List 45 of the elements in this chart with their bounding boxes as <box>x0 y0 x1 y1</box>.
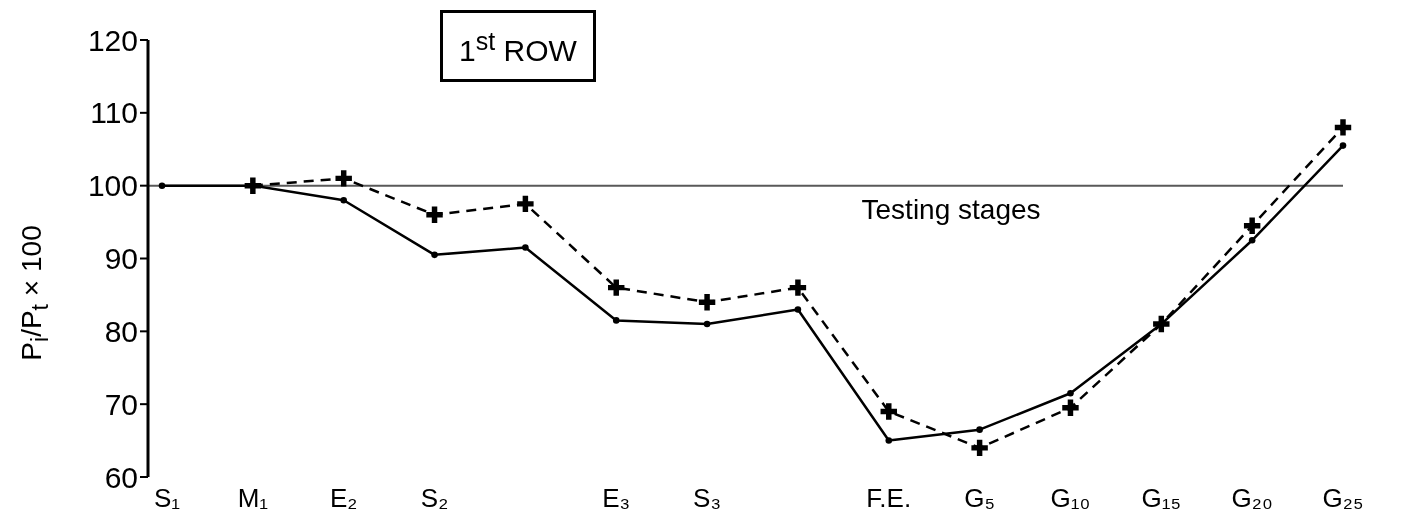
x-tick-label: G₂₅ <box>1322 483 1364 513</box>
point <box>1339 142 1347 149</box>
point <box>1248 237 1256 244</box>
point <box>340 196 347 204</box>
point <box>794 306 802 313</box>
y-tick-label: 100 <box>87 169 138 203</box>
x-tick-label: E₃ <box>602 483 631 513</box>
point <box>1334 119 1352 136</box>
y-tick-label: 90 <box>104 242 138 276</box>
point <box>158 182 166 189</box>
x-tick-label: S₃ <box>693 483 722 513</box>
point <box>522 244 529 251</box>
x-tick-label: G₁₀ <box>1050 483 1091 513</box>
x-axis-title: Testing stages <box>861 193 1041 226</box>
y-tick-label: 110 <box>90 96 138 130</box>
x-tick-label: G₁₅ <box>1141 483 1182 513</box>
point <box>1067 389 1074 397</box>
point <box>698 293 716 311</box>
x-tick-label: G₂₀ <box>1231 483 1273 513</box>
y-tick-label: 80 <box>104 314 138 348</box>
x-tick-label: F.E. <box>866 483 912 513</box>
point <box>703 320 711 328</box>
point <box>885 437 893 444</box>
point <box>612 317 620 324</box>
point <box>880 403 897 420</box>
point <box>426 206 443 224</box>
y-tick-label: 60 <box>104 460 138 494</box>
x-tick-label: G₅ <box>964 483 995 513</box>
point <box>971 439 988 457</box>
point <box>1243 217 1261 234</box>
point <box>976 426 983 433</box>
y-tick-label: 70 <box>104 387 138 421</box>
point <box>335 170 352 187</box>
point <box>1153 315 1170 333</box>
x-tick-label: M₁ <box>237 483 269 513</box>
x-tick-label: E₂ <box>329 483 358 513</box>
point <box>517 195 534 213</box>
point <box>1062 399 1079 417</box>
point <box>608 279 625 296</box>
point <box>431 251 438 259</box>
y-tick-label: 120 <box>87 23 138 57</box>
chart-title: 1$^{st}$ ROW <box>440 10 596 82</box>
x-tick-label: S₁ <box>154 483 181 513</box>
x-tick-label: S₂ <box>420 483 449 513</box>
point <box>789 279 807 296</box>
